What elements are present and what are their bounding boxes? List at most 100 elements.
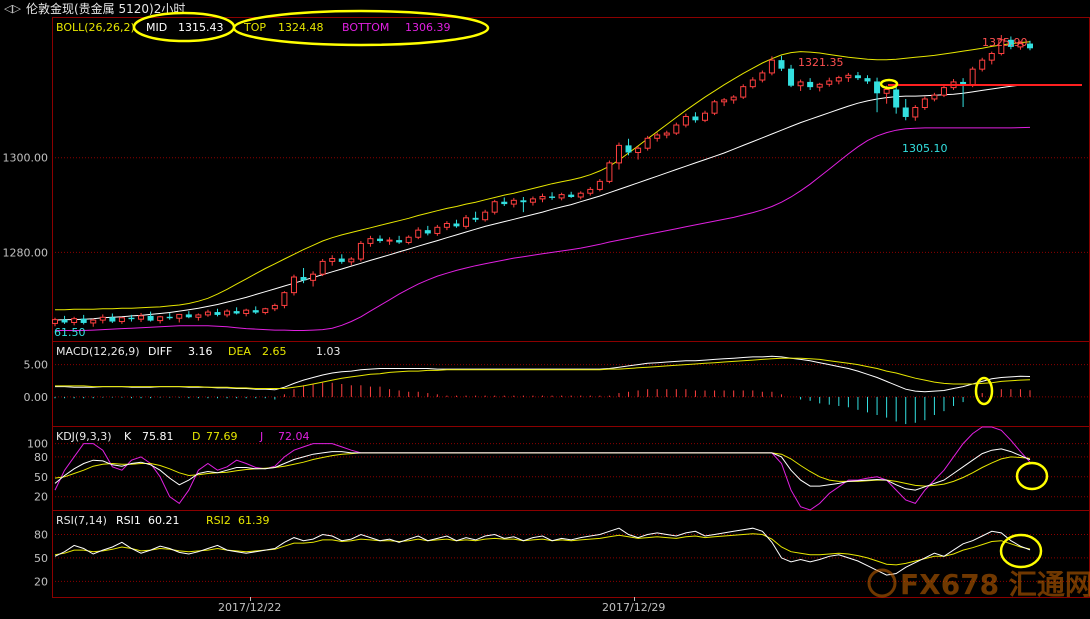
candle-body xyxy=(52,319,58,324)
rsi-pane: 80 50 20 xyxy=(34,527,1090,588)
kdj-tick-label: 100 xyxy=(27,438,48,451)
candle-body xyxy=(453,223,460,227)
candle-body xyxy=(816,83,823,88)
date-label-1: 2017/12/22 xyxy=(218,601,281,614)
price-tick-label: 1280.00 xyxy=(3,246,49,259)
price-tick-label: 1300.00 xyxy=(3,152,49,165)
candle-body xyxy=(826,80,833,85)
boll-top-label: TOP xyxy=(243,21,266,34)
candle-body xyxy=(319,260,326,275)
candle-body xyxy=(185,314,192,318)
rsi2-line xyxy=(54,533,1031,566)
candle-body xyxy=(271,304,278,310)
highlight-ellipse-price xyxy=(879,78,899,90)
watermark: FX678 汇通网 xyxy=(867,568,1090,601)
candle-body xyxy=(577,192,584,198)
boll-mid-line xyxy=(54,84,1031,321)
boll-mid-value: 1315.43 xyxy=(178,21,224,34)
candle-body xyxy=(195,314,202,318)
candle-body xyxy=(147,315,154,321)
candle-body xyxy=(730,96,737,101)
candle-body xyxy=(520,200,527,203)
kdj-label: KDJ(9,3,3) xyxy=(56,430,112,443)
candle-body xyxy=(845,74,852,79)
kdj-j-label: J xyxy=(259,430,263,443)
candle-body xyxy=(682,115,689,126)
price-grid: 1300.00 1280.00 xyxy=(3,152,1090,259)
rsi-tick-label: 50 xyxy=(34,552,48,565)
candle-body xyxy=(940,87,947,96)
candle-body xyxy=(902,107,909,117)
kdj-d-line xyxy=(54,452,1031,487)
high-label-1: 1321.35 xyxy=(798,56,844,69)
rsi2-label: RSI2 xyxy=(206,514,231,527)
candle-body xyxy=(635,147,642,153)
candle-body xyxy=(874,81,881,94)
candle-body xyxy=(166,316,173,319)
high-label-2: 1325.90 xyxy=(982,36,1028,49)
kdj-d-value: 77.69 xyxy=(206,430,238,443)
candle-body xyxy=(529,198,536,203)
watermark-text: FX678 汇通网 xyxy=(900,568,1090,601)
candle-body xyxy=(673,124,680,134)
candle-body xyxy=(1017,43,1024,48)
kdj-d-label: D xyxy=(192,430,200,443)
macd-label: MACD(12,26,9) xyxy=(56,345,140,358)
boll-top-line xyxy=(55,41,1031,311)
candle-body xyxy=(788,68,795,86)
boll-bottom-label: BOTTOM xyxy=(342,21,389,34)
highlight-annotations xyxy=(132,9,1049,569)
candle-body xyxy=(290,276,297,294)
highlight-ellipse-macd xyxy=(974,376,994,406)
title-bar: ◁▷ 伦敦金现(贵金属 5120)2小时 xyxy=(0,0,1090,18)
macd-value: 1.03 xyxy=(316,345,341,358)
candle-body xyxy=(711,101,718,114)
candle-body xyxy=(501,201,508,205)
candle-body xyxy=(654,134,661,139)
candle-body xyxy=(663,132,670,136)
candle-body xyxy=(491,201,498,213)
candle-body xyxy=(367,238,374,244)
candle-body xyxy=(615,144,622,164)
candle-body xyxy=(1027,43,1033,49)
kdj-tick-label: 50 xyxy=(34,471,48,484)
candle-body xyxy=(606,162,613,182)
date-label-2: 2017/12/29 xyxy=(602,601,665,614)
macd-dea-label: DEA xyxy=(228,345,251,358)
candle-body xyxy=(109,317,116,322)
candle-body xyxy=(348,258,355,263)
candle-body xyxy=(539,196,546,200)
candle-body xyxy=(998,39,1005,55)
candle-body xyxy=(262,308,269,314)
rsi1-line xyxy=(54,527,1031,576)
macd-tick-label: 0.00 xyxy=(24,391,49,404)
kdj-j-value: 72.04 xyxy=(278,430,310,443)
candle-body xyxy=(749,79,756,88)
candle-body xyxy=(979,59,986,70)
candle-body xyxy=(835,77,842,82)
candle-body xyxy=(118,317,125,323)
candle-body xyxy=(960,81,967,85)
rsi2-value: 61.39 xyxy=(238,514,270,527)
candle-body xyxy=(80,318,87,323)
boll-mid-label: MID xyxy=(146,21,167,34)
nav-arrows-icon[interactable]: ◁▷ xyxy=(4,2,21,15)
price-bands xyxy=(54,41,1031,331)
candle-body xyxy=(310,273,317,281)
candle-body xyxy=(883,89,890,94)
candle-body xyxy=(243,309,250,314)
candle-body xyxy=(558,194,565,199)
kdj-k-label: K xyxy=(124,430,132,443)
candle-body xyxy=(768,59,775,74)
candle-body xyxy=(482,211,489,221)
candle-body xyxy=(778,60,785,69)
candle-body xyxy=(300,277,307,281)
candle-body xyxy=(587,188,594,194)
candle-body xyxy=(224,310,231,316)
kdj-k-line xyxy=(54,448,1031,491)
candle-body xyxy=(61,319,68,323)
macd-tick-label: 5.00 xyxy=(24,359,49,372)
low-label-1: 1305.10 xyxy=(902,142,948,155)
candle-body xyxy=(472,217,479,220)
candle-body xyxy=(434,226,441,234)
